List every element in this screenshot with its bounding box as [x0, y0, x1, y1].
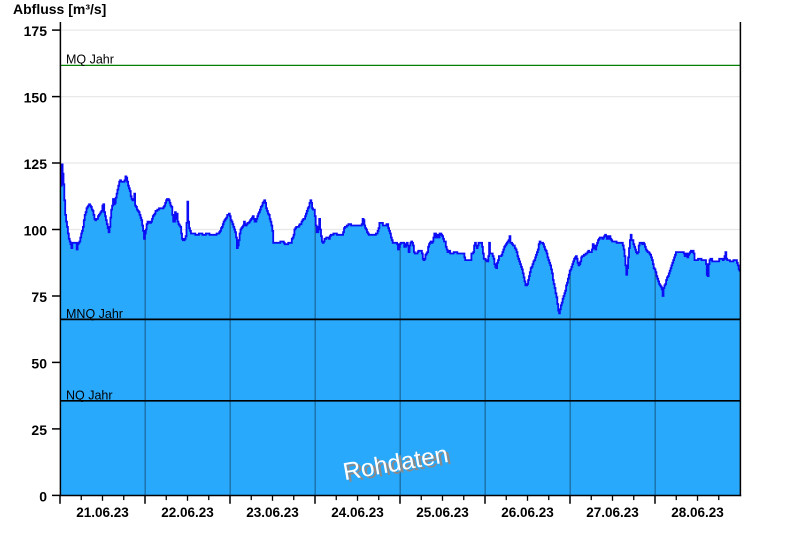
svg-text:100: 100 — [24, 223, 48, 239]
svg-text:22.06.23: 22.06.23 — [161, 505, 214, 520]
svg-text:27.06.23: 27.06.23 — [586, 505, 639, 520]
svg-text:150: 150 — [24, 90, 48, 106]
svg-text:21.06.23: 21.06.23 — [76, 505, 129, 520]
svg-text:75: 75 — [31, 289, 47, 305]
svg-text:25: 25 — [31, 422, 47, 438]
svg-text:25.06.23: 25.06.23 — [416, 505, 469, 520]
svg-text:24.06.23: 24.06.23 — [331, 505, 384, 520]
svg-text:NQ Jahr: NQ Jahr — [66, 388, 113, 402]
svg-text:23.06.23: 23.06.23 — [246, 505, 299, 520]
svg-text:0: 0 — [39, 488, 47, 504]
svg-text:MNQ Jahr: MNQ Jahr — [66, 307, 123, 321]
svg-text:MQ Jahr: MQ Jahr — [66, 53, 114, 67]
svg-text:26.06.23: 26.06.23 — [501, 505, 554, 520]
svg-text:Abfluss [m³/s]: Abfluss [m³/s] — [13, 1, 106, 17]
svg-text:175: 175 — [24, 23, 48, 39]
svg-text:28.06.23: 28.06.23 — [671, 505, 724, 520]
svg-text:50: 50 — [31, 355, 47, 371]
svg-text:125: 125 — [24, 156, 48, 172]
